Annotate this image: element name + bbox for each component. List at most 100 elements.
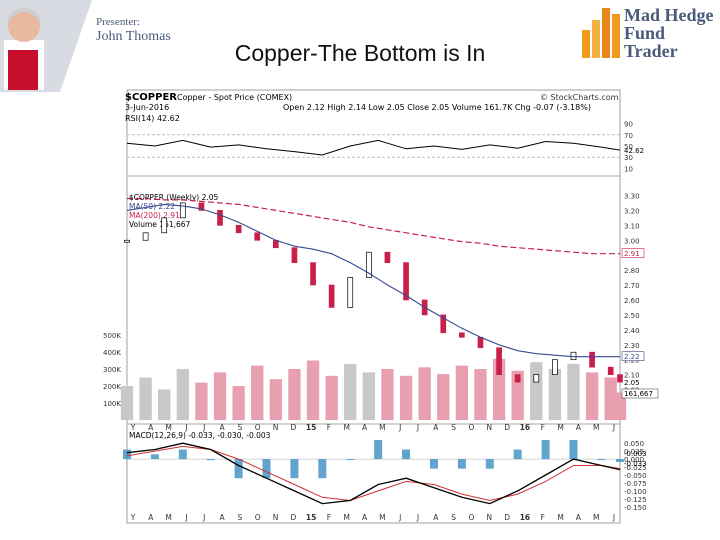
volume-tick-label: 300K	[103, 366, 121, 374]
macd-histogram-bar	[597, 459, 606, 461]
volume-bar	[325, 375, 338, 420]
volume-bar	[437, 374, 450, 420]
volume-bar	[381, 369, 394, 420]
rsi-tick-label: 30	[624, 154, 633, 162]
month-label-bottom: N	[486, 513, 492, 522]
ma50-tag: 2.22	[624, 353, 640, 361]
month-label-bottom: D	[504, 513, 510, 522]
price-tick-label: 2.30	[624, 342, 640, 350]
month-label-mid: J	[416, 423, 419, 432]
month-label-bottom: M	[165, 513, 171, 522]
price-candle	[365, 251, 372, 278]
ohlc-line: Open 2.12 High 2.14 Low 2.05 Close 2.05 …	[283, 103, 591, 112]
volume-bar	[306, 360, 320, 420]
slide-title: Copper-The Bottom is In	[234, 40, 486, 66]
month-label-mid: S	[451, 423, 456, 432]
price-candle	[124, 239, 130, 243]
rsi-last-tag: 42.62	[624, 147, 644, 155]
volume-bar	[418, 367, 431, 420]
month-label-mid: M	[379, 423, 385, 432]
volume-bar	[604, 377, 617, 420]
macd-histogram-bar	[178, 449, 187, 460]
month-label-bottom: M	[344, 513, 350, 522]
month-label-bottom: J	[612, 513, 615, 522]
macd-histogram-bar	[402, 449, 411, 460]
macd-label: MACD(12,26,9) -0.033, -0.030, -0.003	[129, 431, 271, 440]
price-tick-label: 2.50	[624, 312, 640, 320]
bar-logo-icon	[582, 8, 620, 58]
ma200-tag-box	[621, 248, 645, 258]
macd-histogram-bar	[616, 459, 624, 462]
month-label-bottom: A	[362, 513, 368, 522]
price-candle	[403, 262, 409, 301]
volume-bar	[176, 369, 189, 420]
month-label-mid: M	[593, 423, 599, 432]
month-label-mid: J	[398, 423, 401, 432]
macd-tick-label: -0.050	[624, 472, 647, 480]
price-candle	[235, 224, 242, 234]
month-label-bottom: D	[290, 513, 296, 522]
macd-histogram-bar	[318, 459, 327, 479]
rsi-tick-label: 10	[624, 165, 633, 173]
price-candle	[328, 284, 335, 308]
month-label-bottom: 15	[306, 513, 316, 522]
month-label-mid: N	[486, 423, 492, 432]
logo-text: Mad Hedge Fund Trader	[624, 6, 720, 60]
price-candle	[617, 374, 623, 383]
macd-histogram-bar	[374, 440, 383, 460]
macd-histogram-bar	[262, 459, 271, 479]
macd-tick-label: -0.125	[624, 496, 647, 504]
month-label-mid: M	[344, 423, 350, 432]
volume-bar	[139, 377, 152, 420]
volume-tick-label: 200K	[103, 383, 121, 391]
volume-bar	[195, 382, 208, 420]
month-label-bottom: O	[255, 513, 261, 522]
volume-tick-label: 100K	[103, 400, 121, 408]
volume-bar	[613, 392, 627, 420]
volume-bar	[585, 372, 599, 420]
month-label-bottom: A	[148, 513, 154, 522]
month-label-mid: A	[433, 423, 439, 432]
macd-histogram-bar	[234, 459, 243, 479]
price-tick-label: 2.80	[624, 267, 640, 275]
rsi-line	[126, 139, 621, 156]
month-label-mid: J	[612, 423, 615, 432]
close-tag: 2.05	[624, 379, 640, 387]
month-label-mid: Y	[130, 423, 136, 432]
volume-bar	[344, 363, 357, 420]
price-tick-label: 2.40	[624, 327, 640, 335]
month-label-mid: A	[148, 423, 154, 432]
month-label-mid: O	[469, 423, 475, 432]
macd-histogram-bar	[541, 440, 550, 460]
macd-tick-label: -0.100	[624, 488, 647, 496]
price-candle	[179, 202, 186, 219]
price-candle	[161, 217, 168, 234]
price-candle	[440, 314, 447, 334]
macd-histogram-bar	[457, 459, 466, 469]
month-label-mid: D	[290, 423, 296, 432]
price-candle	[291, 247, 298, 263]
volume-bar	[567, 363, 580, 420]
price-candle	[198, 202, 205, 211]
volume-bar	[213, 372, 227, 420]
month-label-mid: J	[184, 423, 187, 432]
company-logo	[578, 2, 720, 62]
source-label: © StockCharts.com	[540, 93, 619, 102]
volume-bar	[362, 372, 376, 420]
logo-line1: Mad Hedge	[624, 5, 714, 25]
volume-bar	[530, 362, 543, 420]
price-candle	[552, 359, 558, 375]
price-legend-item: $COPPER (Weekly) 2.05	[129, 193, 219, 202]
volume-tag: 161,667	[624, 390, 653, 398]
month-label-bottom: J	[184, 513, 187, 522]
volume-bar	[251, 365, 264, 420]
month-label-bottom: A	[220, 513, 226, 522]
date-label: 3-Jun-2016	[125, 103, 169, 112]
volume-tick-label: 400K	[103, 349, 121, 357]
price-tick-label: 2.10	[624, 372, 640, 380]
rsi-label: RSI(14) 42.62	[125, 114, 180, 123]
month-label-bottom: A	[576, 513, 582, 522]
month-label-mid: M	[557, 423, 563, 432]
symbol-label: $COPPER	[125, 92, 177, 103]
price-tick-label: 2.60	[624, 297, 640, 305]
